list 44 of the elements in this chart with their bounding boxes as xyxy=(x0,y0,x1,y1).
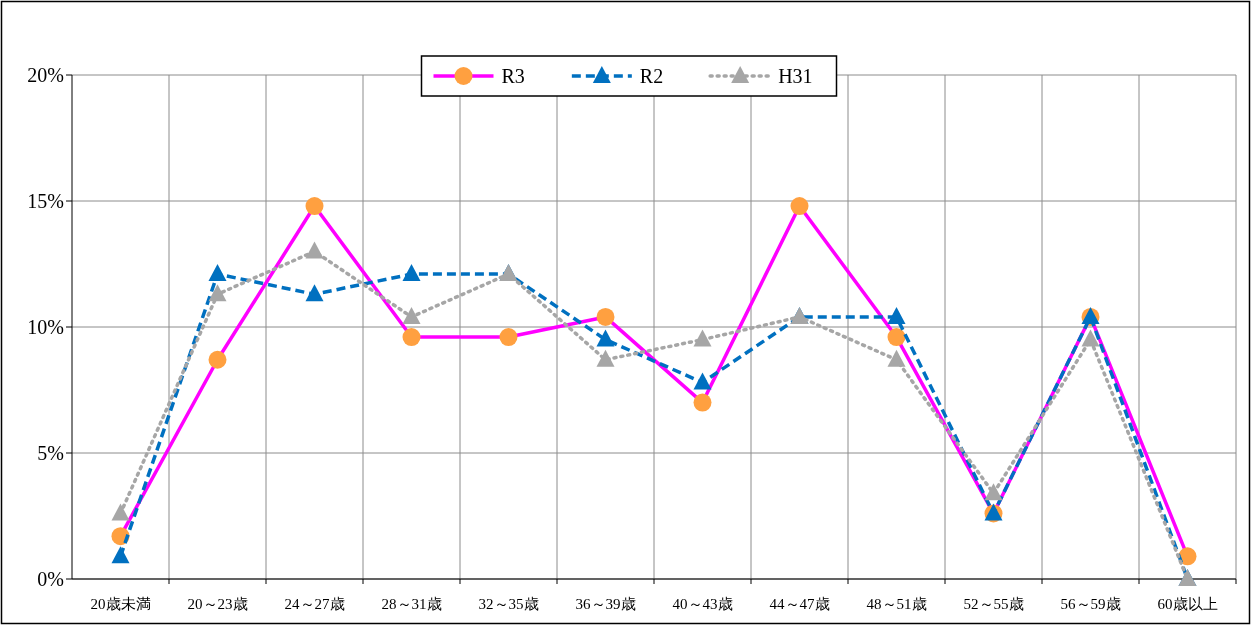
y-tick-label: 20% xyxy=(27,64,64,86)
point xyxy=(402,328,421,347)
point xyxy=(887,349,906,367)
x-tick-label: 28～31歳 xyxy=(381,596,442,612)
x-tick-label: 60歳以上 xyxy=(1157,596,1218,612)
point xyxy=(596,329,615,347)
point xyxy=(790,197,809,216)
legend-label: R2 xyxy=(639,65,664,87)
legend-label: R3 xyxy=(501,65,525,87)
point xyxy=(693,393,712,412)
legend-label: H31 xyxy=(778,65,813,87)
point xyxy=(499,328,518,347)
point xyxy=(111,503,130,521)
x-tick-label: 20～23歳 xyxy=(187,596,248,612)
point xyxy=(305,284,324,302)
point xyxy=(208,264,227,282)
x-tick-label: 32～35歳 xyxy=(478,596,539,612)
y-tick-label: 0% xyxy=(37,568,64,590)
y-tick-label: 5% xyxy=(37,442,64,464)
x-tick-label: 44～47歳 xyxy=(769,596,830,612)
point xyxy=(402,264,421,282)
point xyxy=(887,306,906,324)
point xyxy=(208,350,227,369)
y-tick-label: 10% xyxy=(27,316,64,338)
point xyxy=(887,328,906,347)
point xyxy=(402,306,421,324)
x-tick-label: 48～51歳 xyxy=(866,596,927,612)
x-tick-label: 52～55歳 xyxy=(963,596,1024,612)
x-tick-label: 20歳未満 xyxy=(90,596,151,612)
y-tick-label: 15% xyxy=(27,190,64,212)
point xyxy=(984,483,1003,501)
x-tick-label: 24～27歳 xyxy=(284,596,345,612)
point xyxy=(596,349,615,367)
point xyxy=(693,372,712,390)
point xyxy=(305,241,324,259)
point xyxy=(305,197,324,216)
point xyxy=(111,546,130,564)
point xyxy=(208,284,227,302)
x-tick-label: 36～39歳 xyxy=(575,596,636,612)
point xyxy=(596,307,615,326)
x-tick-label: 40～43歳 xyxy=(672,596,733,612)
x-tick-label: 56～59歳 xyxy=(1060,596,1121,612)
point xyxy=(1081,329,1100,347)
point xyxy=(693,329,712,347)
